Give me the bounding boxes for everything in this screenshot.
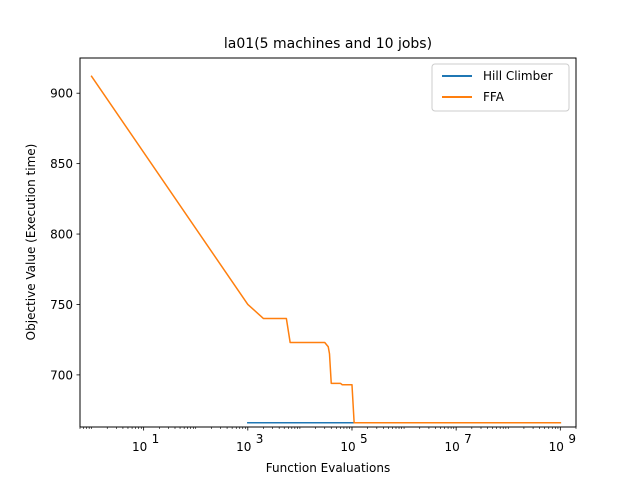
- x-tick-exponent: 9: [568, 432, 576, 446]
- x-tick-exponent: 3: [256, 432, 264, 446]
- x-axis-ticks: 10 1 10 3 10 5 10 7 10 9: [79, 427, 577, 454]
- y-tick-label: 850: [50, 157, 73, 171]
- plot-lines: [90, 75, 562, 424]
- legend-label-ffa: FFA: [483, 90, 505, 104]
- x-tick-exponent: 1: [152, 432, 160, 446]
- y-tick-label: 700: [50, 368, 73, 382]
- x-axis-title: Function Evaluations: [266, 461, 390, 475]
- y-tick-label: 750: [50, 298, 73, 312]
- legend-label-hill-climber: Hill Climber: [483, 69, 553, 83]
- series-line-ffa: [90, 75, 562, 424]
- y-tick-label: 800: [50, 228, 73, 242]
- x-tick-exponent: 7: [464, 432, 472, 446]
- x-tick-label: 10: [549, 440, 564, 454]
- chart-title: la01(5 machines and 10 jobs): [224, 36, 432, 52]
- x-tick-label: 10: [445, 440, 460, 454]
- plot-frame: [79, 57, 577, 428]
- x-tick-exponent: 5: [360, 432, 368, 446]
- x-tick-label: 10: [132, 440, 147, 454]
- x-tick-label: 10: [236, 440, 251, 454]
- legend: Hill Climber FFA: [431, 63, 570, 112]
- y-tick-label: 900: [50, 87, 73, 101]
- y-axis-title: Objective Value (Execution time): [24, 144, 38, 341]
- x-tick-label: 10: [340, 440, 355, 454]
- y-axis-ticks: 700 750 800 850 900: [50, 87, 80, 382]
